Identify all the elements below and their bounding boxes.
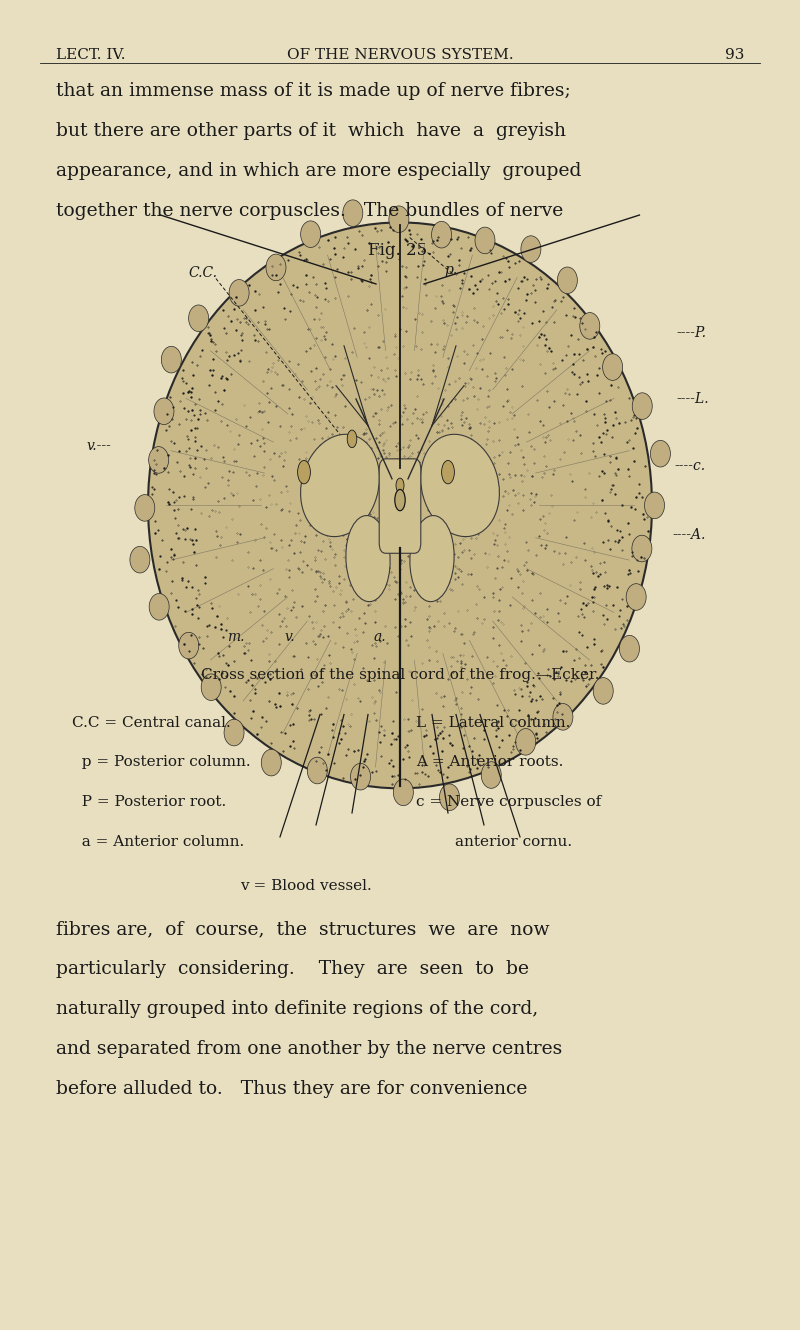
Ellipse shape bbox=[394, 779, 414, 806]
Text: ----P.: ----P. bbox=[676, 326, 706, 339]
Text: naturally grouped into definite regions of the cord,: naturally grouped into definite regions … bbox=[56, 1000, 538, 1019]
Ellipse shape bbox=[421, 435, 499, 536]
Text: p.: p. bbox=[444, 263, 458, 278]
Ellipse shape bbox=[350, 763, 370, 790]
Ellipse shape bbox=[266, 254, 286, 281]
Ellipse shape bbox=[410, 516, 454, 601]
Text: before alluded to.   Thus they are for convenience: before alluded to. Thus they are for con… bbox=[56, 1080, 527, 1099]
Ellipse shape bbox=[301, 221, 321, 247]
Ellipse shape bbox=[431, 221, 451, 247]
Ellipse shape bbox=[162, 346, 182, 372]
Text: C.C = Central canal.: C.C = Central canal. bbox=[72, 716, 230, 730]
Ellipse shape bbox=[178, 632, 198, 658]
Ellipse shape bbox=[619, 636, 639, 662]
Ellipse shape bbox=[389, 206, 409, 233]
Ellipse shape bbox=[307, 757, 327, 783]
Text: v = Blood vessel.: v = Blood vessel. bbox=[240, 879, 372, 894]
Ellipse shape bbox=[632, 392, 652, 419]
Text: particularly  considering.    They  are  seen  to  be: particularly considering. They are seen … bbox=[56, 960, 529, 979]
Text: ----L.: ----L. bbox=[676, 392, 709, 406]
Ellipse shape bbox=[262, 749, 282, 775]
Text: LECT. IV.: LECT. IV. bbox=[56, 48, 126, 63]
Ellipse shape bbox=[134, 495, 154, 521]
Ellipse shape bbox=[154, 398, 174, 424]
FancyBboxPatch shape bbox=[379, 459, 421, 553]
Ellipse shape bbox=[347, 430, 357, 448]
Ellipse shape bbox=[130, 547, 150, 573]
Text: that an immense mass of it is made up of nerve fibres;: that an immense mass of it is made up of… bbox=[56, 82, 570, 101]
Ellipse shape bbox=[229, 279, 249, 306]
Ellipse shape bbox=[650, 440, 670, 467]
Ellipse shape bbox=[558, 267, 578, 294]
Text: Fig. 25.: Fig. 25. bbox=[368, 242, 432, 259]
Ellipse shape bbox=[396, 479, 404, 493]
Ellipse shape bbox=[301, 435, 379, 536]
Text: C.C.: C.C. bbox=[188, 266, 217, 281]
Ellipse shape bbox=[201, 674, 221, 701]
Ellipse shape bbox=[442, 460, 454, 484]
Text: a.: a. bbox=[374, 630, 386, 645]
Text: fibres are,  of  course,  the  structures  we  are  now: fibres are, of course, the structures we… bbox=[56, 920, 550, 939]
Text: L = Lateral column.: L = Lateral column. bbox=[416, 716, 570, 730]
Ellipse shape bbox=[626, 584, 646, 610]
Text: 93: 93 bbox=[725, 48, 744, 63]
Ellipse shape bbox=[343, 200, 363, 226]
Ellipse shape bbox=[553, 704, 573, 730]
Ellipse shape bbox=[298, 460, 310, 484]
Ellipse shape bbox=[475, 227, 495, 254]
Text: anterior cornu.: anterior cornu. bbox=[416, 835, 572, 850]
Ellipse shape bbox=[602, 354, 622, 380]
Ellipse shape bbox=[148, 222, 652, 789]
Text: appearance, and in which are more especially  grouped: appearance, and in which are more especi… bbox=[56, 162, 582, 181]
Ellipse shape bbox=[189, 305, 209, 331]
Ellipse shape bbox=[346, 516, 390, 601]
Text: ----A.: ----A. bbox=[672, 528, 706, 541]
Text: v.---: v.--- bbox=[86, 439, 111, 452]
Ellipse shape bbox=[516, 729, 536, 755]
Ellipse shape bbox=[645, 492, 665, 519]
Text: OF THE NERVOUS SYSTEM.: OF THE NERVOUS SYSTEM. bbox=[286, 48, 514, 63]
Ellipse shape bbox=[394, 489, 405, 511]
Text: a = Anterior column.: a = Anterior column. bbox=[72, 835, 244, 850]
Text: m.: m. bbox=[227, 630, 245, 645]
Text: A = Anterior roots.: A = Anterior roots. bbox=[416, 755, 563, 770]
Text: together the nerve corpuscles.   The bundles of nerve: together the nerve corpuscles. The bundl… bbox=[56, 202, 563, 221]
Text: ----c.: ----c. bbox=[674, 459, 706, 472]
Ellipse shape bbox=[149, 593, 169, 620]
Text: but there are other parts of it  which  have  a  greyish: but there are other parts of it which ha… bbox=[56, 122, 566, 141]
Ellipse shape bbox=[594, 677, 614, 704]
Text: c = Nerve corpuscles of: c = Nerve corpuscles of bbox=[416, 795, 602, 810]
Text: p = Posterior column.: p = Posterior column. bbox=[72, 755, 250, 770]
Ellipse shape bbox=[482, 762, 502, 789]
Ellipse shape bbox=[224, 720, 244, 746]
Text: Cross section of the spinal cord of the frog.—Ecker.: Cross section of the spinal cord of the … bbox=[201, 668, 599, 682]
Text: P = Posterior root.: P = Posterior root. bbox=[72, 795, 226, 810]
Ellipse shape bbox=[632, 535, 652, 561]
Text: and separated from one another by the nerve centres: and separated from one another by the ne… bbox=[56, 1040, 562, 1059]
Ellipse shape bbox=[580, 313, 600, 339]
Ellipse shape bbox=[521, 235, 541, 262]
Ellipse shape bbox=[439, 783, 459, 810]
Ellipse shape bbox=[149, 447, 169, 473]
Text: v.: v. bbox=[284, 630, 295, 645]
